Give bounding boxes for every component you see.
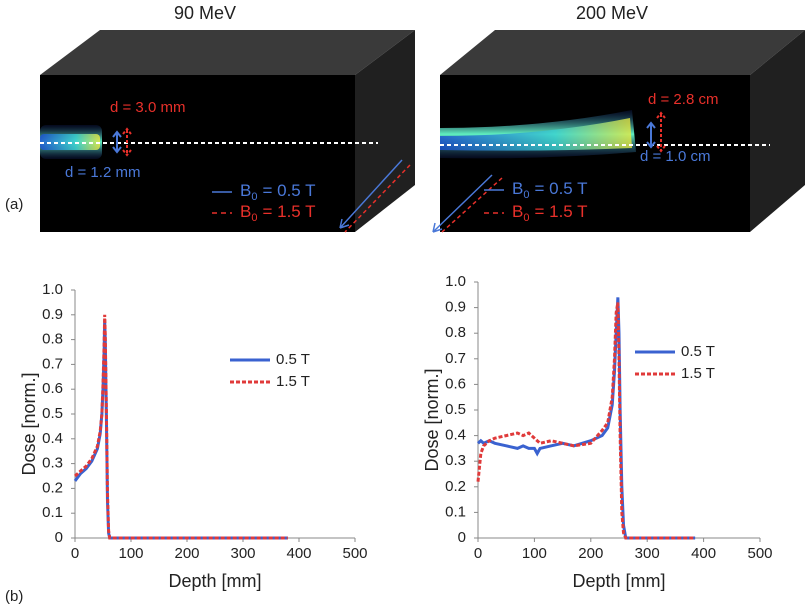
y-tick-label: 0 <box>458 529 466 546</box>
x-axis-label: Depth [mm] <box>572 571 665 591</box>
legend-rest: = 0.5 T <box>534 179 587 198</box>
legend-symbol: B <box>512 179 523 198</box>
x-tick-label: 400 <box>286 545 311 562</box>
legend-label: B0 = 1.5 T <box>240 202 316 223</box>
dose-box-right <box>432 30 805 233</box>
annotation: d = 2.8 cm <box>648 91 718 108</box>
beam-core <box>440 118 632 151</box>
box-side <box>750 30 805 232</box>
legend-rest: = 1.5 T <box>534 202 587 221</box>
x-tick-label: 200 <box>578 545 603 562</box>
legend-subscript: 0 <box>523 189 529 201</box>
y-tick-label: 0.1 <box>445 503 466 520</box>
y-tick-label: 0 <box>55 529 63 546</box>
annotation: d = 1.2 mm <box>65 164 140 181</box>
legend-label: B0 = 0.5 T <box>240 181 316 202</box>
data-line <box>74 314 288 540</box>
legend-symbol: B <box>240 181 251 200</box>
legend-label: 1.5 T <box>276 373 310 390</box>
x-tick-label: 500 <box>747 545 772 562</box>
y-tick-label: 0.6 <box>42 380 63 397</box>
legend-symbol: B <box>240 202 251 221</box>
box-top <box>440 30 805 75</box>
box-side <box>355 30 415 232</box>
legend-label: 0.5 T <box>681 343 715 360</box>
annotation: d = 3.0 mm <box>110 99 185 116</box>
legend-label: B0 = 1.5 T <box>512 202 588 223</box>
image-title: 200 MeV <box>576 3 648 23</box>
x-tick-label: 300 <box>635 545 660 562</box>
y-tick-label: 0.3 <box>445 452 466 469</box>
y-tick-label: 0.3 <box>42 455 63 472</box>
panel-label: (b) <box>5 588 23 605</box>
x-tick-label: 300 <box>230 545 255 562</box>
y-axis-label: Dose [norm.] <box>19 372 39 475</box>
legend-label: B0 = 0.5 T <box>512 179 588 200</box>
y-tick-label: 0.7 <box>42 355 63 372</box>
y-tick-label: 0.9 <box>42 306 63 323</box>
field-arrow <box>344 164 411 233</box>
annotation: d = 1.0 cm <box>640 148 710 165</box>
x-tick-label: 200 <box>174 545 199 562</box>
y-tick-label: 0.7 <box>445 350 466 367</box>
legend-subscript: 0 <box>251 191 257 203</box>
data-line <box>476 297 696 540</box>
image-title: 90 MeV <box>174 3 236 23</box>
y-tick-label: 0.8 <box>445 324 466 341</box>
y-tick-label: 0.1 <box>42 504 63 521</box>
legend-subscript: 0 <box>251 212 257 224</box>
width-arrow <box>122 127 132 157</box>
y-tick-label: 0.2 <box>445 478 466 495</box>
field-arrow <box>339 159 403 229</box>
x-tick-label: 0 <box>474 545 482 562</box>
legend-rest: = 0.5 T <box>262 181 315 200</box>
legend-label: 1.5 T <box>681 365 715 382</box>
box-top <box>40 30 415 75</box>
legend-label: 0.5 T <box>276 351 310 368</box>
y-tick-label: 0.5 <box>42 405 63 422</box>
x-tick-label: 100 <box>522 545 547 562</box>
x-tick-label: 0 <box>71 545 79 562</box>
width-arrow <box>112 130 122 154</box>
y-tick-label: 0.4 <box>445 427 466 444</box>
legend-subscript: 0 <box>523 212 529 224</box>
field-arrow <box>432 174 493 233</box>
y-axis-label: Dose [norm.] <box>422 368 442 471</box>
x-tick-label: 400 <box>691 545 716 562</box>
y-tick-label: 0.6 <box>445 375 466 392</box>
y-tick-label: 0.4 <box>42 430 63 447</box>
width-arrow <box>656 111 666 153</box>
y-tick-label: 1.0 <box>42 281 63 298</box>
data-line <box>476 302 696 540</box>
y-tick-label: 0.8 <box>42 331 63 348</box>
legend-rest: = 1.5 T <box>262 202 315 221</box>
panel-label: (a) <box>5 196 23 213</box>
legend-symbol: B <box>512 202 523 221</box>
y-tick-label: 0.2 <box>42 479 63 496</box>
x-tick-label: 500 <box>342 545 367 562</box>
y-tick-label: 0.5 <box>445 401 466 418</box>
y-tick-label: 0.9 <box>445 299 466 316</box>
x-tick-label: 100 <box>118 545 143 562</box>
width-arrow <box>646 121 656 149</box>
dose-box-left <box>40 30 415 233</box>
x-axis-label: Depth [mm] <box>168 571 261 591</box>
y-tick-label: 1.0 <box>445 273 466 290</box>
